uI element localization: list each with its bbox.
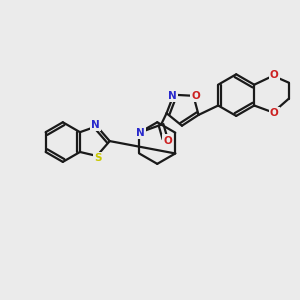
Text: S: S xyxy=(94,153,102,163)
Text: O: O xyxy=(164,136,172,146)
Text: N: N xyxy=(136,128,145,138)
Text: N: N xyxy=(92,120,100,130)
Text: N: N xyxy=(168,91,177,101)
Text: O: O xyxy=(191,91,200,101)
Text: O: O xyxy=(270,108,278,118)
Text: O: O xyxy=(270,70,278,80)
